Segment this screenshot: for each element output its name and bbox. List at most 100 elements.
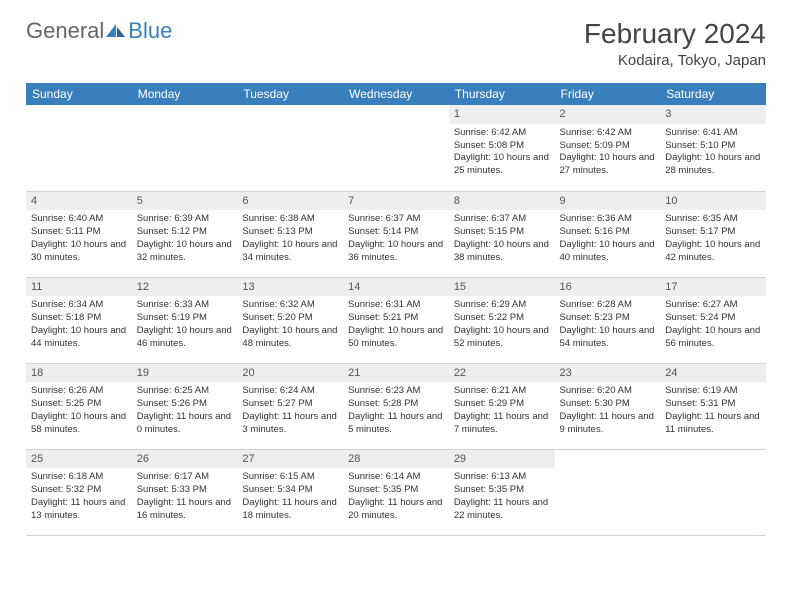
day-number: 1	[449, 105, 555, 124]
sunset-text: Sunset: 5:18 PM	[31, 312, 127, 325]
day-cell	[555, 449, 661, 535]
day-cell: 2Sunrise: 6:42 AMSunset: 5:09 PMDaylight…	[555, 105, 661, 191]
day-number	[132, 105, 238, 109]
logo-sail-icon	[106, 24, 126, 38]
daylight-text: Daylight: 10 hours and 42 minutes.	[665, 239, 761, 265]
day-details: Sunrise: 6:14 AMSunset: 5:35 PMDaylight:…	[343, 468, 449, 526]
day-details: Sunrise: 6:41 AMSunset: 5:10 PMDaylight:…	[660, 124, 766, 182]
daylight-text: Daylight: 10 hours and 56 minutes.	[665, 325, 761, 351]
sunset-text: Sunset: 5:34 PM	[242, 484, 338, 497]
daylight-text: Daylight: 11 hours and 20 minutes.	[348, 497, 444, 523]
day-cell	[26, 105, 132, 191]
day-details: Sunrise: 6:23 AMSunset: 5:28 PMDaylight:…	[343, 382, 449, 440]
sunset-text: Sunset: 5:13 PM	[242, 226, 338, 239]
daylight-text: Daylight: 10 hours and 30 minutes.	[31, 239, 127, 265]
sunrise-text: Sunrise: 6:41 AM	[665, 127, 761, 140]
day-cell: 24Sunrise: 6:19 AMSunset: 5:31 PMDayligh…	[660, 363, 766, 449]
day-cell: 15Sunrise: 6:29 AMSunset: 5:22 PMDayligh…	[449, 277, 555, 363]
daylight-text: Daylight: 11 hours and 3 minutes.	[242, 411, 338, 437]
col-tuesday: Tuesday	[237, 83, 343, 105]
day-details: Sunrise: 6:38 AMSunset: 5:13 PMDaylight:…	[237, 210, 343, 268]
col-monday: Monday	[132, 83, 238, 105]
day-number: 22	[449, 364, 555, 383]
sunrise-text: Sunrise: 6:24 AM	[242, 385, 338, 398]
logo-text-2: Blue	[128, 18, 172, 44]
day-details: Sunrise: 6:17 AMSunset: 5:33 PMDaylight:…	[132, 468, 238, 526]
daylight-text: Daylight: 11 hours and 5 minutes.	[348, 411, 444, 437]
sunset-text: Sunset: 5:27 PM	[242, 398, 338, 411]
day-number: 28	[343, 450, 449, 469]
col-wednesday: Wednesday	[343, 83, 449, 105]
day-cell: 28Sunrise: 6:14 AMSunset: 5:35 PMDayligh…	[343, 449, 449, 535]
sunset-text: Sunset: 5:22 PM	[454, 312, 550, 325]
day-details: Sunrise: 6:13 AMSunset: 5:35 PMDaylight:…	[449, 468, 555, 526]
day-details: Sunrise: 6:34 AMSunset: 5:18 PMDaylight:…	[26, 296, 132, 354]
day-cell: 1Sunrise: 6:42 AMSunset: 5:08 PMDaylight…	[449, 105, 555, 191]
day-cell: 27Sunrise: 6:15 AMSunset: 5:34 PMDayligh…	[237, 449, 343, 535]
daylight-text: Daylight: 10 hours and 50 minutes.	[348, 325, 444, 351]
day-details: Sunrise: 6:37 AMSunset: 5:14 PMDaylight:…	[343, 210, 449, 268]
week-row: 1Sunrise: 6:42 AMSunset: 5:08 PMDaylight…	[26, 105, 766, 191]
day-number: 19	[132, 364, 238, 383]
daylight-text: Daylight: 11 hours and 7 minutes.	[454, 411, 550, 437]
day-details: Sunrise: 6:15 AMSunset: 5:34 PMDaylight:…	[237, 468, 343, 526]
day-cell: 18Sunrise: 6:26 AMSunset: 5:25 PMDayligh…	[26, 363, 132, 449]
daylight-text: Daylight: 10 hours and 46 minutes.	[137, 325, 233, 351]
day-details: Sunrise: 6:37 AMSunset: 5:15 PMDaylight:…	[449, 210, 555, 268]
day-number: 25	[26, 450, 132, 469]
day-details: Sunrise: 6:31 AMSunset: 5:21 PMDaylight:…	[343, 296, 449, 354]
day-number: 14	[343, 278, 449, 297]
day-cell	[237, 105, 343, 191]
day-number: 3	[660, 105, 766, 124]
sunrise-text: Sunrise: 6:40 AM	[31, 213, 127, 226]
sunset-text: Sunset: 5:24 PM	[665, 312, 761, 325]
daylight-text: Daylight: 10 hours and 27 minutes.	[560, 152, 656, 178]
sunrise-text: Sunrise: 6:27 AM	[665, 299, 761, 312]
week-row: 11Sunrise: 6:34 AMSunset: 5:18 PMDayligh…	[26, 277, 766, 363]
day-details: Sunrise: 6:35 AMSunset: 5:17 PMDaylight:…	[660, 210, 766, 268]
day-number: 9	[555, 192, 661, 211]
sunset-text: Sunset: 5:31 PM	[665, 398, 761, 411]
day-number: 4	[26, 192, 132, 211]
col-saturday: Saturday	[660, 83, 766, 105]
sunrise-text: Sunrise: 6:17 AM	[137, 471, 233, 484]
day-number: 18	[26, 364, 132, 383]
day-details: Sunrise: 6:20 AMSunset: 5:30 PMDaylight:…	[555, 382, 661, 440]
week-row: 4Sunrise: 6:40 AMSunset: 5:11 PMDaylight…	[26, 191, 766, 277]
sunset-text: Sunset: 5:21 PM	[348, 312, 444, 325]
sunset-text: Sunset: 5:33 PM	[137, 484, 233, 497]
day-number	[237, 105, 343, 109]
sunrise-text: Sunrise: 6:37 AM	[454, 213, 550, 226]
day-number: 10	[660, 192, 766, 211]
day-cell: 17Sunrise: 6:27 AMSunset: 5:24 PMDayligh…	[660, 277, 766, 363]
day-details: Sunrise: 6:32 AMSunset: 5:20 PMDaylight:…	[237, 296, 343, 354]
day-cell: 3Sunrise: 6:41 AMSunset: 5:10 PMDaylight…	[660, 105, 766, 191]
day-details: Sunrise: 6:18 AMSunset: 5:32 PMDaylight:…	[26, 468, 132, 526]
sunset-text: Sunset: 5:12 PM	[137, 226, 233, 239]
sunset-text: Sunset: 5:14 PM	[348, 226, 444, 239]
sunrise-text: Sunrise: 6:14 AM	[348, 471, 444, 484]
sunset-text: Sunset: 5:29 PM	[454, 398, 550, 411]
day-number: 20	[237, 364, 343, 383]
day-number: 12	[132, 278, 238, 297]
sunrise-text: Sunrise: 6:26 AM	[31, 385, 127, 398]
day-details: Sunrise: 6:19 AMSunset: 5:31 PMDaylight:…	[660, 382, 766, 440]
day-cell	[660, 449, 766, 535]
day-cell: 4Sunrise: 6:40 AMSunset: 5:11 PMDaylight…	[26, 191, 132, 277]
day-cell: 26Sunrise: 6:17 AMSunset: 5:33 PMDayligh…	[132, 449, 238, 535]
sunrise-text: Sunrise: 6:37 AM	[348, 213, 444, 226]
daylight-text: Daylight: 10 hours and 48 minutes.	[242, 325, 338, 351]
day-details: Sunrise: 6:27 AMSunset: 5:24 PMDaylight:…	[660, 296, 766, 354]
day-details: Sunrise: 6:33 AMSunset: 5:19 PMDaylight:…	[132, 296, 238, 354]
daylight-text: Daylight: 10 hours and 28 minutes.	[665, 152, 761, 178]
day-number: 5	[132, 192, 238, 211]
daylight-text: Daylight: 10 hours and 25 minutes.	[454, 152, 550, 178]
sunset-text: Sunset: 5:08 PM	[454, 140, 550, 153]
day-details: Sunrise: 6:28 AMSunset: 5:23 PMDaylight:…	[555, 296, 661, 354]
location: Kodaira, Tokyo, Japan	[584, 52, 766, 69]
daylight-text: Daylight: 10 hours and 32 minutes.	[137, 239, 233, 265]
day-number: 11	[26, 278, 132, 297]
week-row: 25Sunrise: 6:18 AMSunset: 5:32 PMDayligh…	[26, 449, 766, 535]
day-number: 7	[343, 192, 449, 211]
week-row: 18Sunrise: 6:26 AMSunset: 5:25 PMDayligh…	[26, 363, 766, 449]
